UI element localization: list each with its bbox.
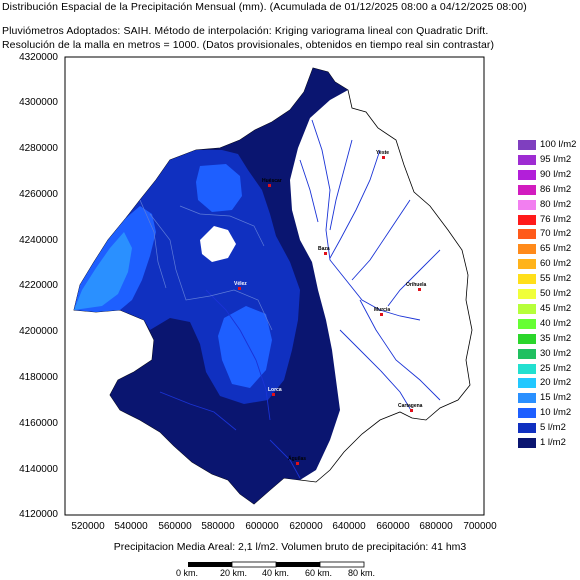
- y-tick-label: 4160000: [19, 418, 58, 429]
- legend-swatch: [518, 289, 536, 299]
- y-tick-label: 4120000: [19, 509, 58, 520]
- legend-swatch: [518, 184, 536, 195]
- legend-label: 50 l/m2: [540, 288, 572, 299]
- zone-15mm: [74, 232, 132, 310]
- legend-swatch: [518, 303, 536, 314]
- x-tick-label: 700000: [463, 521, 497, 532]
- legend-swatch: [518, 199, 536, 210]
- legend-swatch: [518, 259, 536, 270]
- x-tick-label: 540000: [114, 521, 148, 532]
- y-tick-label: 4180000: [19, 372, 58, 383]
- y-tick-label: 4220000: [19, 280, 58, 291]
- legend-label: 30 l/m2: [540, 347, 572, 359]
- legend-label: 35 l/m2: [540, 332, 572, 344]
- x-tick-label: 620000: [289, 521, 323, 532]
- legend-label: 95 l/m2: [540, 153, 572, 165]
- town-markers: [238, 156, 421, 465]
- y-tick-label: 4300000: [19, 97, 58, 108]
- legend-label: 55 l/m2: [540, 273, 572, 285]
- areal-precipitation-summary: Precipitacion Media Areal: 2,1 l/m2. Vol…: [113, 541, 467, 553]
- legend-swatch: [518, 229, 536, 240]
- y-tick-label: 4140000: [19, 464, 58, 475]
- town-label: Baza: [318, 246, 330, 252]
- legend-label: 90 l/m2: [540, 168, 572, 180]
- legend-swatch: [518, 438, 536, 448]
- town-label: Huéscar: [262, 178, 282, 184]
- legend-label: 65 l/m2: [540, 243, 572, 255]
- scale-label: 20 km.: [220, 568, 248, 578]
- town-label: Cartagena: [398, 403, 423, 409]
- x-tick-label: 580000: [201, 521, 235, 532]
- legend-label: 40 l/m2: [540, 317, 572, 329]
- town-label: Orihuela: [406, 282, 427, 288]
- legend-label: 70 l/m2: [540, 228, 572, 240]
- town-label: Murcia: [374, 307, 391, 313]
- y-tick-label: 4260000: [19, 189, 58, 200]
- x-tick-label: 660000: [376, 521, 410, 532]
- legend-label: 25 l/m2: [540, 362, 572, 374]
- map-title: Distribución Espacial de la Precipitació…: [2, 1, 527, 13]
- legend-swatch: [518, 318, 536, 329]
- legend-swatch: [518, 408, 536, 419]
- legend-swatch: [518, 214, 536, 225]
- scale-label: 60 km.: [305, 568, 333, 578]
- legend-swatch: [518, 244, 536, 255]
- town-label: Yeste: [376, 150, 390, 156]
- legend-swatch: [518, 333, 536, 344]
- town-label: Vélez: [234, 281, 247, 287]
- legend-label: 15 l/m2: [540, 392, 572, 404]
- scale-label: 0 km.: [176, 568, 199, 578]
- y-tick-label: 4200000: [19, 326, 58, 337]
- x-tick-label: 600000: [245, 521, 279, 532]
- legend-label: 100 l/m2: [540, 139, 577, 150]
- legend-label: 86 l/m2: [540, 183, 572, 195]
- town-label: Águilas: [288, 456, 307, 462]
- legend-swatch: [518, 348, 536, 359]
- y-tick-label: 4240000: [19, 235, 58, 246]
- legend-label: 5 l/m2: [540, 422, 566, 434]
- contour-lines: [139, 199, 273, 331]
- x-tick-label: 560000: [158, 521, 192, 532]
- x-tick-label: 520000: [71, 521, 105, 532]
- resolution-note: Resolución de la malla en metros = 1000.…: [2, 39, 495, 51]
- legend-swatch: [518, 169, 536, 180]
- zone-10mm-east: [196, 164, 272, 388]
- legend-swatch: [518, 393, 536, 404]
- legend-label: 20 l/m2: [540, 377, 572, 389]
- scale-label: 80 km.: [348, 568, 376, 578]
- scale-label: 40 km.: [262, 568, 290, 578]
- legend-label: 60 l/m2: [540, 258, 572, 270]
- y-tick-label: 4280000: [19, 143, 58, 154]
- legend-label: 10 l/m2: [540, 407, 572, 419]
- legend-swatch: [518, 378, 536, 389]
- legend-label: 80 l/m2: [540, 198, 572, 210]
- river-network: [159, 119, 441, 479]
- dry-pocket: [200, 226, 236, 262]
- x-tick-label: 640000: [332, 521, 366, 532]
- legend-label: 45 l/m2: [540, 302, 572, 314]
- y-tick-label: 4320000: [19, 52, 58, 63]
- legend-swatch: [518, 140, 536, 150]
- legend-swatch: [518, 274, 536, 285]
- legend-swatch: [518, 363, 536, 374]
- town-label: Lorca: [268, 387, 282, 393]
- legend-label: 76 l/m2: [540, 213, 572, 225]
- legend-swatch: [518, 423, 536, 434]
- x-tick-label: 680000: [419, 521, 453, 532]
- scale-bar: [188, 561, 365, 568]
- legend-swatch: [518, 154, 536, 165]
- legend-label: 1 l/m2: [540, 437, 566, 448]
- method-description: Pluviómetros Adoptados: SAIH. Método de …: [2, 25, 489, 37]
